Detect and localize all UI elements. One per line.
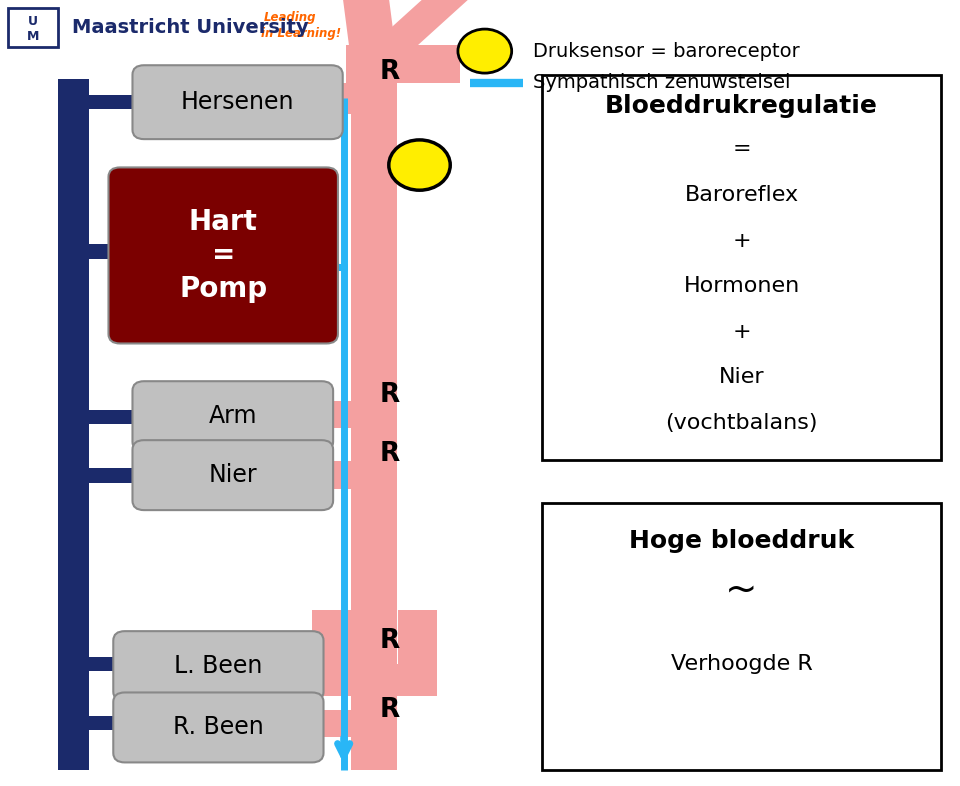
Bar <box>89 95 163 109</box>
Text: R. Been: R. Been <box>173 715 264 740</box>
Polygon shape <box>351 0 479 64</box>
Text: Arm: Arm <box>208 404 257 428</box>
FancyBboxPatch shape <box>108 167 338 343</box>
Bar <box>89 716 144 730</box>
Text: Hormonen: Hormonen <box>684 276 800 296</box>
Circle shape <box>458 29 512 73</box>
Bar <box>89 468 163 483</box>
Bar <box>58 79 89 770</box>
Text: Nier: Nier <box>719 367 764 387</box>
Bar <box>542 503 941 770</box>
Text: R: R <box>379 381 399 408</box>
Text: R: R <box>379 59 399 86</box>
Bar <box>322 83 397 114</box>
Text: Verhoogde R: Verhoogde R <box>671 654 812 674</box>
Bar <box>312 663 437 696</box>
Text: R: R <box>379 628 399 655</box>
Bar <box>312 610 350 696</box>
Bar <box>397 45 460 83</box>
Bar <box>542 75 941 460</box>
Text: +: + <box>732 230 751 251</box>
Bar <box>302 710 350 737</box>
Polygon shape <box>342 0 397 64</box>
Bar <box>89 244 139 259</box>
Text: ~: ~ <box>726 571 757 608</box>
Bar <box>89 410 163 424</box>
Text: in Learning!: in Learning! <box>261 27 341 39</box>
Text: (vochtbalans): (vochtbalans) <box>665 413 818 433</box>
Text: Druksensor = baroreceptor: Druksensor = baroreceptor <box>533 42 800 61</box>
Text: R: R <box>379 441 399 468</box>
Bar <box>307 401 397 428</box>
Bar <box>398 610 437 696</box>
Text: Bloeddrukregulatie: Bloeddrukregulatie <box>605 94 878 118</box>
FancyBboxPatch shape <box>8 8 58 47</box>
Text: Baroreflex: Baroreflex <box>684 185 799 205</box>
Bar <box>307 461 397 489</box>
Circle shape <box>389 140 450 190</box>
Bar <box>351 71 397 770</box>
Text: Maastricht University: Maastricht University <box>72 18 308 37</box>
Bar <box>89 657 144 671</box>
Text: Sympathisch zenuwstelsel: Sympathisch zenuwstelsel <box>533 73 790 92</box>
Text: Nier: Nier <box>208 463 257 487</box>
FancyBboxPatch shape <box>113 692 324 762</box>
FancyBboxPatch shape <box>132 440 333 510</box>
Text: =: = <box>732 139 751 160</box>
Text: Hart
=
Pomp: Hart = Pomp <box>180 208 267 303</box>
Bar <box>346 45 397 83</box>
Text: M: M <box>27 31 38 43</box>
Text: Leading: Leading <box>264 11 317 24</box>
Bar <box>302 651 350 678</box>
FancyBboxPatch shape <box>132 65 343 139</box>
Text: U: U <box>28 15 37 28</box>
FancyBboxPatch shape <box>132 381 333 451</box>
Text: Hersenen: Hersenen <box>180 90 295 114</box>
FancyBboxPatch shape <box>113 631 324 701</box>
Text: Hoge bloeddruk: Hoge bloeddruk <box>629 529 854 553</box>
Text: R: R <box>379 696 399 723</box>
Text: +: + <box>732 321 751 342</box>
Text: L. Been: L. Been <box>174 654 263 678</box>
